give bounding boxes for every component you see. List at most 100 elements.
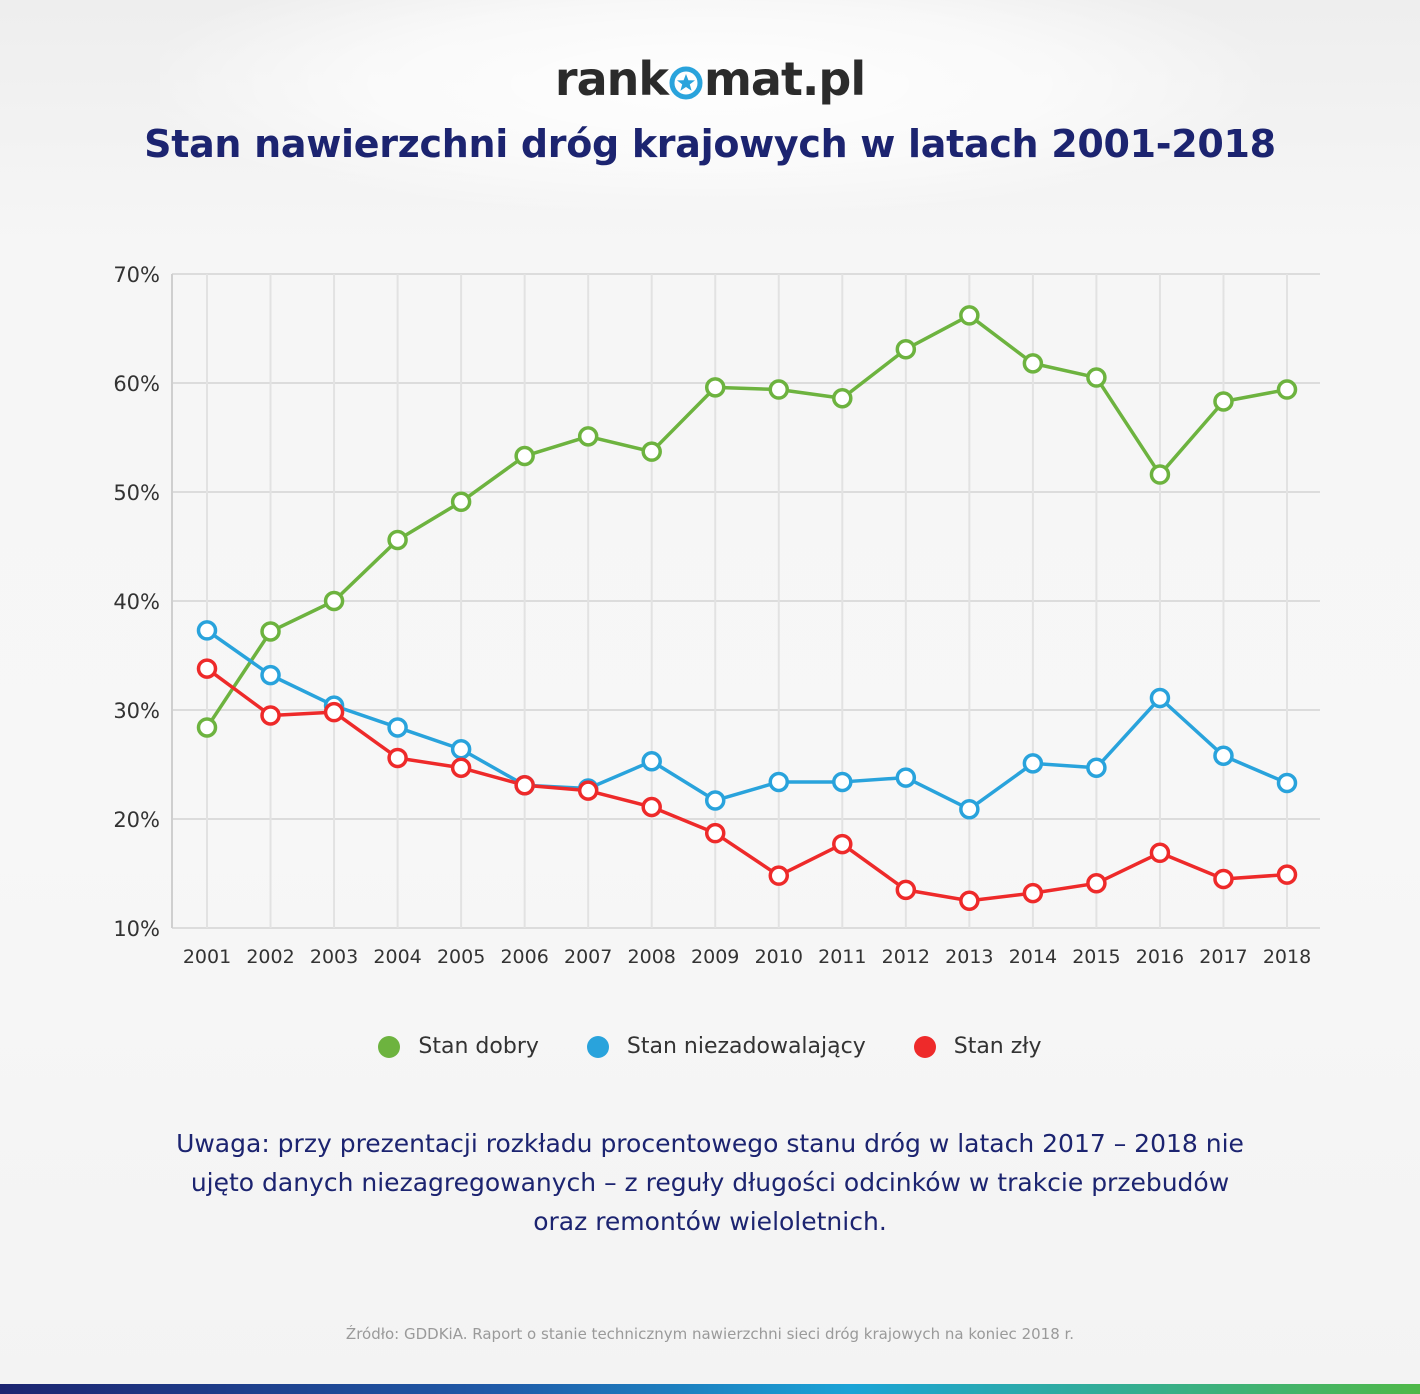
note-text: Uwaga: przy prezentacji rozkładu procent…	[176, 1129, 1244, 1236]
x-tick-label: 2008	[628, 946, 676, 968]
data-point	[641, 441, 662, 462]
y-tick-label: 50%	[113, 481, 160, 505]
data-point	[959, 890, 980, 911]
series-line	[205, 628, 1288, 811]
y-tick-label: 20%	[113, 808, 160, 832]
data-point	[641, 750, 662, 772]
legend-item-dobry: Stan dobry	[378, 1034, 539, 1059]
data-point	[1213, 868, 1234, 890]
legend-dot-niezadowalajacy	[586, 1035, 609, 1058]
data-point	[1022, 353, 1044, 374]
data-point	[196, 658, 218, 679]
x-tick-label: 2015	[1072, 946, 1120, 968]
data-point	[1276, 864, 1298, 885]
source-text: Źródło: GDDKiA. Raport o stanie technicz…	[345, 1325, 1075, 1343]
x-tick-label: 2004	[373, 946, 421, 968]
chart-legend: Stan dobry Stan niezadowalający Stan zły	[0, 1034, 1420, 1059]
data-point	[387, 529, 408, 551]
brand-logo: rank mat.pl	[0, 52, 1420, 106]
x-tick-label: 2006	[500, 946, 548, 968]
data-point	[387, 747, 408, 769]
x-tick-label: 2003	[310, 946, 358, 968]
x-tick-label: 2005	[437, 946, 485, 968]
data-point	[832, 388, 853, 409]
legend-dot-zly	[913, 1035, 936, 1058]
data-point	[514, 774, 535, 796]
logo-text-left: rank	[554, 52, 669, 106]
y-tick-label: 60%	[113, 372, 160, 396]
data-point	[1149, 687, 1171, 709]
star-logo-icon	[669, 66, 703, 100]
data-point	[768, 379, 790, 400]
data-point	[323, 590, 345, 612]
x-tick-label: 2002	[246, 946, 294, 968]
data-point	[1213, 391, 1234, 412]
legend-item-niezadowalajacy: Stan niezadowalający	[586, 1034, 866, 1059]
data-point	[577, 426, 599, 447]
series-line	[205, 667, 1288, 903]
data-point	[895, 879, 917, 901]
data-point	[959, 305, 980, 326]
data-point	[959, 798, 980, 820]
chart-title: Stan nawierzchni dróg krajowych w latach…	[144, 122, 1276, 166]
header-glow	[160, 0, 1260, 210]
x-tick-label: 2013	[945, 946, 993, 968]
data-point	[1086, 757, 1107, 779]
data-point	[768, 771, 790, 793]
data-point	[260, 621, 281, 642]
data-point	[704, 377, 726, 398]
legend-label-dobry: Stan dobry	[418, 1034, 539, 1059]
data-point	[832, 771, 853, 793]
x-tick-label: 2017	[1199, 946, 1247, 968]
y-tick-label: 10%	[113, 917, 160, 941]
data-point	[895, 338, 917, 360]
line-chart: 10% 20% 30% 40% 50% 60% 70% 2001 2002 2003 2004 200…	[113, 263, 1320, 968]
data-point	[1022, 753, 1044, 774]
x-tick-label: 2012	[882, 946, 930, 968]
data-point	[260, 705, 281, 726]
x-tick-label: 2009	[691, 946, 739, 968]
data-point	[1149, 842, 1171, 864]
data-point	[1086, 367, 1107, 388]
series-line	[205, 313, 1288, 729]
legend-label-zly: Stan zły	[953, 1034, 1042, 1059]
data-point	[641, 796, 662, 818]
y-tick-label: 40%	[113, 590, 160, 614]
data-point	[1149, 464, 1171, 485]
logo-text-right: mat.pl	[703, 52, 866, 106]
data-point	[1276, 379, 1298, 400]
x-tick-label: 2014	[1009, 946, 1057, 968]
data-point	[196, 620, 218, 641]
legend-label-niezadowalajacy: Stan niezadowalający	[626, 1034, 866, 1059]
x-tick-label: 2001	[183, 946, 231, 968]
data-point	[450, 738, 472, 760]
data-point	[704, 822, 726, 844]
x-tick-label: 2010	[755, 946, 803, 968]
data-point	[260, 664, 281, 686]
y-tick-label: 30%	[113, 699, 160, 723]
data-point	[196, 717, 218, 738]
x-tick-label: 2011	[818, 946, 866, 968]
data-point	[514, 445, 535, 467]
x-tick-label: 2007	[564, 946, 612, 968]
x-tick-label: 2016	[1136, 946, 1184, 968]
data-point	[387, 717, 408, 738]
data-point	[450, 757, 472, 779]
data-point	[577, 780, 599, 801]
data-point	[895, 767, 917, 788]
data-point	[768, 865, 790, 886]
legend-dot-dobry	[378, 1035, 401, 1058]
data-point	[832, 833, 853, 855]
data-point	[1086, 873, 1107, 894]
data-point	[450, 491, 472, 513]
bottom-gradient-bar	[0, 1384, 1420, 1394]
x-tick-label: 2018	[1263, 946, 1311, 968]
legend-item-zly: Stan zły	[913, 1034, 1042, 1059]
data-point	[1276, 772, 1298, 794]
data-point	[1213, 745, 1234, 767]
data-point	[1022, 882, 1044, 904]
y-tick-label: 70%	[113, 263, 160, 287]
data-point	[704, 790, 726, 811]
data-point	[323, 701, 345, 723]
